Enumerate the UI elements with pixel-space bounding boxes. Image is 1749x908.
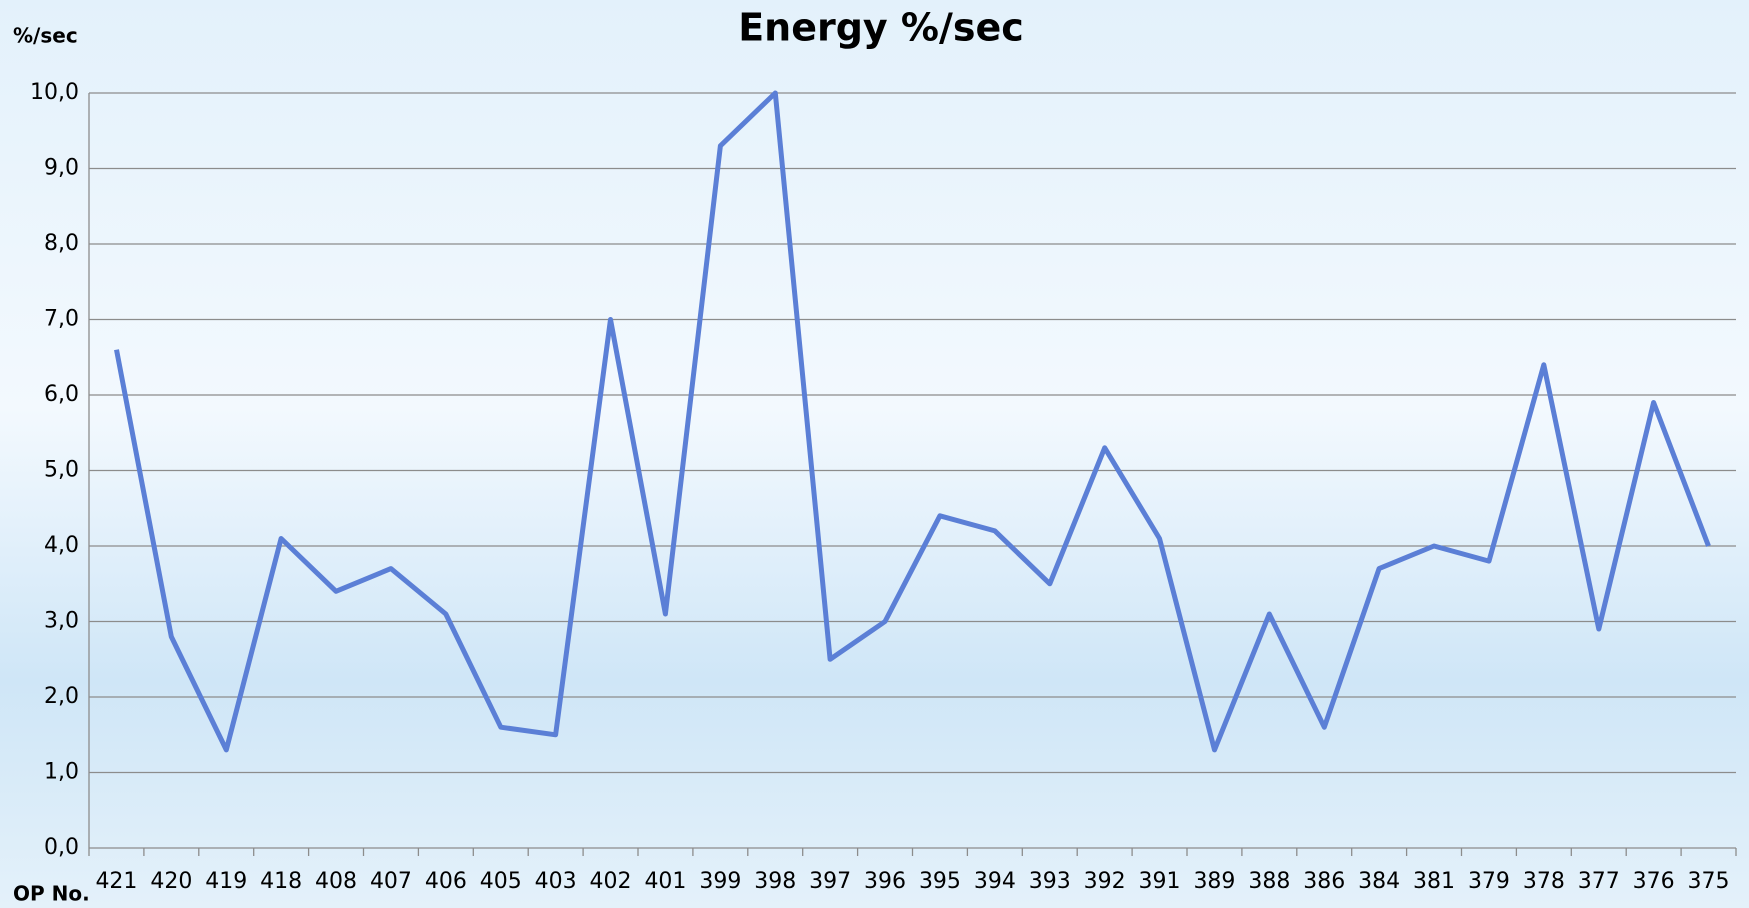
x-tick-label: 394 bbox=[974, 869, 1016, 894]
x-tick-label: 396 bbox=[864, 869, 906, 894]
x-tick-label: 420 bbox=[150, 869, 192, 894]
x-tick-label: 418 bbox=[260, 869, 302, 894]
data-line bbox=[114, 90, 1711, 753]
y-tick-label: 5,0 bbox=[44, 458, 79, 483]
y-tick-label: 8,0 bbox=[44, 231, 79, 256]
x-tick-label: 386 bbox=[1303, 869, 1345, 894]
x-tick-label: 395 bbox=[919, 869, 961, 894]
x-tick-label: 401 bbox=[644, 869, 686, 894]
x-tick-label: 399 bbox=[699, 869, 741, 894]
x-tick-label: 402 bbox=[590, 869, 632, 894]
x-tick-label: 408 bbox=[315, 869, 357, 894]
y-tick-label: 3,0 bbox=[44, 609, 79, 634]
x-tick-label: 391 bbox=[1139, 869, 1181, 894]
x-tick-label: 389 bbox=[1193, 869, 1235, 894]
x-tick-label: 377 bbox=[1578, 869, 1620, 894]
y-tick-label: 1,0 bbox=[44, 760, 79, 785]
x-tick-label: 406 bbox=[425, 869, 467, 894]
y-axis-label: %/sec bbox=[13, 24, 78, 48]
y-tick-label: 0,0 bbox=[44, 835, 79, 860]
y-tick-label: 2,0 bbox=[44, 684, 79, 709]
x-tick-label: 381 bbox=[1413, 869, 1455, 894]
x-tick-label: 421 bbox=[95, 869, 137, 894]
x-tick-label: 393 bbox=[1029, 869, 1071, 894]
x-tick-label: 405 bbox=[480, 869, 522, 894]
chart-title: Energy %/sec bbox=[738, 6, 1024, 50]
x-tick-label: 419 bbox=[205, 869, 247, 894]
x-tick-label: 392 bbox=[1084, 869, 1126, 894]
x-tick-label: 403 bbox=[535, 869, 577, 894]
x-tick-label: 378 bbox=[1523, 869, 1565, 894]
y-tick-label: 10,0 bbox=[30, 80, 79, 105]
x-tick-label: 379 bbox=[1468, 869, 1510, 894]
y-tick-label: 6,0 bbox=[44, 382, 79, 407]
x-tick-label: 397 bbox=[809, 869, 851, 894]
x-tick-label: 388 bbox=[1248, 869, 1290, 894]
x-tick-label: 376 bbox=[1633, 869, 1675, 894]
x-tick-label: 407 bbox=[370, 869, 412, 894]
y-tick-label: 7,0 bbox=[44, 307, 79, 332]
y-tick-label: 9,0 bbox=[44, 156, 79, 181]
x-tick-label: 384 bbox=[1358, 869, 1400, 894]
y-tick-label: 4,0 bbox=[44, 533, 79, 558]
x-tick-label: 398 bbox=[754, 869, 796, 894]
x-axis-label: OP No. bbox=[13, 882, 90, 906]
x-tick-label: 375 bbox=[1688, 869, 1730, 894]
